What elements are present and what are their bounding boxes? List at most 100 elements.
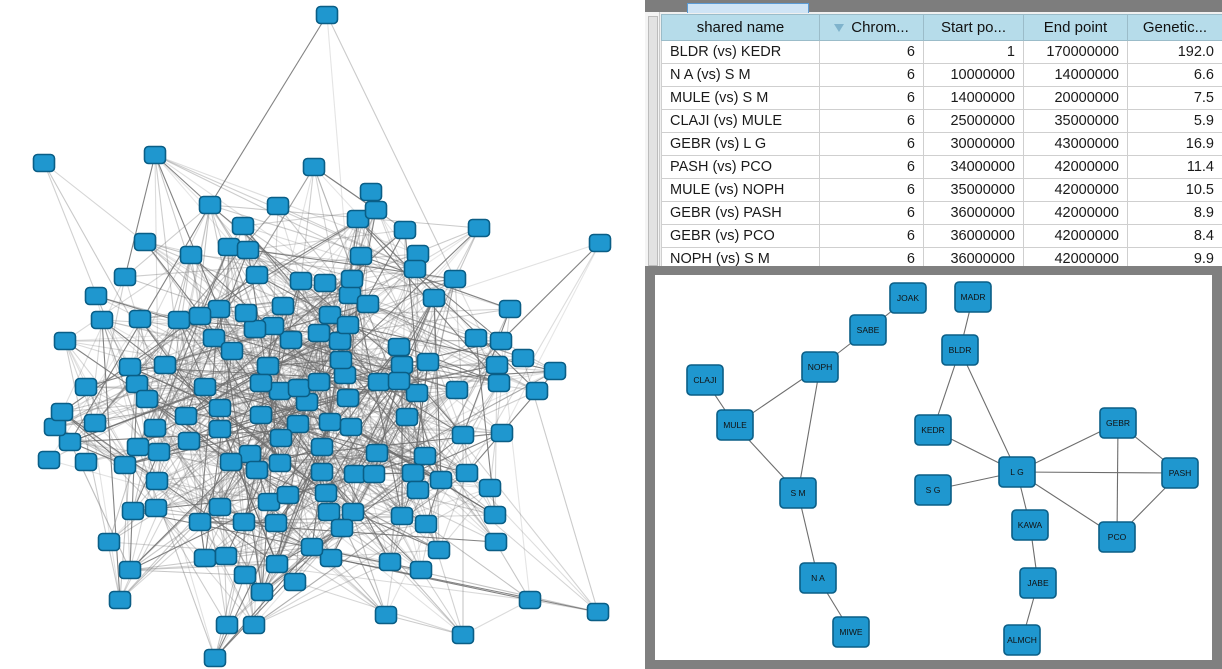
network-node[interactable] — [238, 444, 262, 464]
cell-shared_name[interactable]: BLDR (vs) KEDR — [661, 40, 820, 64]
network-edge[interactable] — [325, 492, 422, 571]
network-node[interactable] — [234, 303, 258, 323]
network-edge[interactable] — [94, 276, 126, 424]
network-node[interactable]: MIWE — [832, 616, 870, 648]
cell-start_point[interactable]: 1 — [923, 40, 1024, 64]
network-edge[interactable] — [330, 557, 531, 601]
network-edge[interactable] — [129, 451, 160, 571]
cell-end_point[interactable]: 35000000 — [1023, 109, 1128, 133]
network-edge[interactable] — [61, 390, 281, 413]
network-edge[interactable] — [129, 366, 216, 659]
network-edge[interactable] — [243, 521, 387, 616]
network-edge[interactable] — [462, 599, 531, 636]
network-edge[interactable] — [214, 546, 313, 659]
cell-start_point[interactable]: 30000000 — [923, 132, 1024, 156]
network-edge[interactable] — [85, 386, 281, 392]
network-edge[interactable] — [146, 398, 232, 463]
cell-chromosome[interactable]: 6 — [819, 132, 924, 156]
network-node[interactable] — [543, 361, 567, 381]
network-edge[interactable] — [290, 339, 458, 391]
main-network-canvas[interactable] — [0, 0, 645, 669]
network-edge[interactable] — [318, 332, 524, 359]
network-edge[interactable] — [54, 294, 351, 428]
network-edge[interactable] — [433, 242, 601, 299]
network-edge[interactable] — [129, 204, 211, 368]
network-node[interactable] — [318, 412, 342, 432]
network-node[interactable] — [416, 352, 440, 372]
network-node[interactable] — [266, 196, 290, 216]
network-edge[interactable] — [340, 359, 464, 436]
network-node[interactable] — [413, 446, 437, 466]
network-node[interactable] — [289, 271, 313, 291]
network-node[interactable] — [113, 267, 137, 287]
network-edge[interactable] — [69, 278, 353, 443]
network-edge[interactable] — [412, 253, 419, 474]
network-node[interactable] — [250, 582, 274, 602]
network-node[interactable] — [313, 273, 337, 293]
network-edge[interactable] — [522, 357, 599, 613]
network-node[interactable] — [455, 463, 479, 483]
network-node[interactable] — [315, 5, 339, 25]
network-edge[interactable] — [129, 366, 221, 409]
network-edge[interactable] — [132, 254, 192, 512]
network-edge[interactable] — [219, 340, 502, 409]
column-header-shared-name[interactable]: shared name — [661, 14, 820, 41]
network-node[interactable] — [126, 437, 150, 457]
network-node[interactable] — [349, 246, 373, 266]
network-node[interactable] — [395, 407, 419, 427]
network-edge[interactable] — [267, 364, 498, 367]
network-node[interactable] — [393, 220, 417, 240]
network-edge[interactable] — [69, 383, 138, 443]
network-node[interactable] — [74, 377, 98, 397]
network-edge[interactable] — [433, 297, 442, 481]
network-node[interactable] — [177, 431, 201, 451]
network-edge[interactable] — [385, 614, 464, 636]
network-edge[interactable] — [129, 366, 323, 473]
cell-genetic[interactable]: 9.9 — [1127, 247, 1222, 270]
network-node[interactable] — [362, 464, 386, 484]
network-node[interactable] — [302, 157, 326, 177]
network-edge[interactable] — [253, 487, 491, 626]
cell-chromosome[interactable]: 6 — [819, 86, 924, 110]
network-node[interactable] — [202, 328, 226, 348]
network-edge[interactable] — [324, 253, 419, 284]
network-node[interactable]: MULE — [716, 409, 754, 441]
network-node[interactable] — [588, 233, 612, 253]
network-node[interactable]: SABE — [849, 314, 887, 346]
network-node[interactable] — [287, 378, 311, 398]
network-edge[interactable] — [64, 340, 157, 509]
network-node[interactable] — [269, 428, 293, 448]
network-edge[interactable] — [354, 392, 418, 475]
network-edge[interactable] — [277, 205, 464, 436]
network-node[interactable] — [245, 460, 269, 480]
network-node[interactable] — [249, 373, 273, 393]
cell-shared_name[interactable]: N A (vs) S M — [661, 63, 820, 87]
network-edge[interactable] — [190, 254, 201, 317]
cell-end_point[interactable]: 42000000 — [1023, 201, 1128, 225]
network-node[interactable] — [286, 414, 310, 434]
network-node[interactable] — [188, 512, 212, 532]
network-edge[interactable] — [219, 324, 349, 430]
cell-chromosome[interactable]: 6 — [819, 201, 924, 225]
network-node[interactable] — [451, 625, 475, 645]
network-node[interactable] — [489, 331, 513, 351]
network-edge[interactable] — [226, 469, 258, 626]
network-edge[interactable] — [401, 472, 468, 517]
network-node[interactable]: S G — [914, 474, 952, 506]
network-node[interactable] — [174, 406, 198, 426]
network-edge[interactable] — [253, 472, 468, 626]
network-node[interactable] — [378, 552, 402, 572]
network-node[interactable] — [387, 337, 411, 357]
network-node[interactable] — [365, 443, 389, 463]
network-edge[interactable] — [219, 506, 278, 565]
network-edge[interactable] — [129, 569, 246, 576]
table-row[interactable]: MULE (vs) S M 6 14000000 20000000 7.5 — [661, 86, 1222, 110]
network-node[interactable]: GEBR — [1099, 407, 1137, 439]
network-node[interactable] — [135, 389, 159, 409]
network-node[interactable] — [279, 330, 303, 350]
table-body[interactable]: BLDR (vs) KEDR 6 1 170000000 192.0 N A (vs) S… — [661, 40, 1222, 270]
network-edge[interactable] — [287, 494, 464, 636]
network-edge[interactable] — [279, 166, 315, 464]
table-row[interactable]: PASH (vs) PCO 6 34000000 42000000 11.4 — [661, 155, 1222, 179]
network-node[interactable] — [487, 373, 511, 393]
